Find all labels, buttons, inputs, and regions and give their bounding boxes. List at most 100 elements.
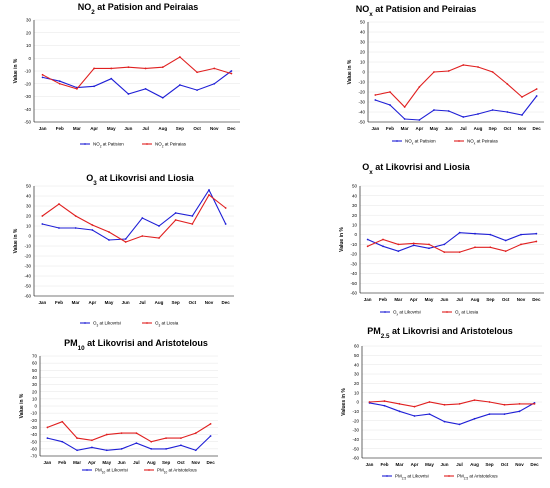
data-point — [383, 400, 386, 402]
data-point — [93, 85, 95, 88]
data-point — [477, 113, 479, 115]
legend-marker — [148, 469, 150, 471]
legend-marker — [446, 311, 448, 313]
y-tick-label: 0 — [28, 56, 31, 61]
data-point — [488, 401, 491, 403]
data-point — [174, 219, 177, 221]
y-tick-label: -50 — [30, 439, 37, 444]
y-tick-label: 20 — [26, 30, 32, 35]
data-point — [230, 70, 233, 72]
y-axis-label: Value in % — [19, 393, 25, 418]
data-point — [91, 224, 94, 226]
data-point — [174, 212, 177, 214]
chart-title: Ox at Likovrisi and Liosia — [362, 162, 471, 176]
legend-label: Ox at Liosia — [455, 310, 479, 317]
y-tick-label: -30 — [358, 100, 365, 105]
data-point — [91, 229, 94, 231]
y-tick-label: 50 — [26, 184, 32, 189]
x-tick-label: Mar — [72, 300, 80, 305]
data-point — [462, 116, 465, 118]
y-tick-label: -60 — [352, 456, 359, 461]
data-point — [491, 109, 494, 111]
data-point — [489, 233, 492, 236]
x-tick-label: Mar — [73, 126, 81, 131]
y-tick-label: -50 — [350, 281, 357, 286]
data-point — [506, 111, 509, 113]
data-point — [230, 72, 233, 75]
data-point — [398, 402, 401, 405]
x-tick-label: Jul — [139, 300, 146, 305]
data-point — [368, 401, 371, 403]
data-point — [506, 83, 509, 85]
data-point — [433, 109, 435, 111]
series-line-0 — [367, 232, 537, 252]
chart-title: PM2.5 at Likovrisi and Aristotelous — [367, 326, 512, 340]
x-tick-label: Aug — [158, 126, 167, 131]
y-tick-label: -20 — [30, 418, 37, 423]
x-tick-label: Mar — [401, 126, 409, 131]
data-point — [209, 422, 212, 425]
data-point — [443, 403, 446, 406]
data-point — [191, 215, 194, 217]
data-point — [213, 82, 216, 85]
x-tick-label: Aug — [470, 462, 479, 467]
y-tick-label: -30 — [24, 264, 31, 269]
legend-marker — [448, 475, 450, 477]
legend-label: PM10 at Aristotelous — [157, 468, 198, 475]
x-tick-label: Apr — [88, 460, 96, 465]
chart-title: NO2 at Patision and Peiraias — [78, 2, 199, 16]
legend-marker — [384, 311, 386, 313]
x-tick-label: Jul — [133, 460, 140, 465]
x-tick-label: Mar — [394, 297, 402, 302]
series-line-1 — [375, 64, 537, 108]
data-point — [165, 447, 167, 450]
data-point — [127, 93, 130, 95]
data-point — [91, 439, 93, 442]
x-tick-label: Dec — [530, 462, 539, 467]
legend-marker — [146, 322, 148, 324]
data-point — [209, 435, 212, 437]
data-point — [180, 437, 182, 440]
series-line-0 — [42, 70, 232, 99]
x-tick-label: May — [425, 462, 434, 467]
series-line-0 — [375, 95, 538, 121]
series-line-1 — [367, 238, 537, 253]
data-point — [194, 449, 197, 452]
x-tick-label: Dec — [532, 297, 541, 302]
data-point — [144, 67, 147, 70]
data-point — [473, 399, 476, 402]
data-point — [428, 413, 431, 416]
y-tick-label: 20 — [32, 389, 38, 394]
y-tick-label: -70 — [30, 454, 37, 459]
chart-title: O3 at Likovrisi and Liosia — [86, 173, 195, 187]
y-tick-label: 10 — [352, 223, 358, 228]
chart-title: NOx at Patision and Peiraias — [356, 4, 477, 18]
data-point — [93, 67, 95, 70]
x-tick-label: Mar — [395, 462, 403, 467]
y-tick-label: -40 — [30, 432, 37, 437]
x-tick-label: Oct — [193, 126, 201, 131]
legend-label: NOx at Patision — [405, 139, 436, 146]
x-tick-label: Jul — [142, 126, 149, 131]
data-point — [433, 71, 435, 73]
y-tick-label: 40 — [352, 193, 358, 198]
y-axis-label: Value in % — [347, 59, 353, 84]
legend-label: NO2 at Peiraias — [155, 142, 187, 149]
series-line-1 — [42, 56, 232, 90]
y-axis-label: Values in % — [341, 388, 347, 416]
x-tick-label: Nov — [210, 126, 219, 131]
data-point — [518, 402, 521, 405]
y-tick-label: -30 — [30, 425, 37, 430]
data-point — [191, 223, 194, 225]
y-tick-label: -40 — [24, 107, 31, 112]
data-point — [403, 106, 406, 108]
data-point — [535, 88, 538, 90]
y-tick-label: -30 — [24, 94, 31, 99]
x-tick-label: Jan — [371, 126, 379, 131]
data-point — [397, 243, 400, 246]
data-point — [533, 402, 536, 405]
x-tick-label: Sep — [485, 462, 494, 467]
legend-label: NOx at Peiraias — [467, 139, 499, 146]
x-tick-label: Feb — [55, 300, 63, 305]
y-tick-label: 30 — [32, 382, 38, 387]
